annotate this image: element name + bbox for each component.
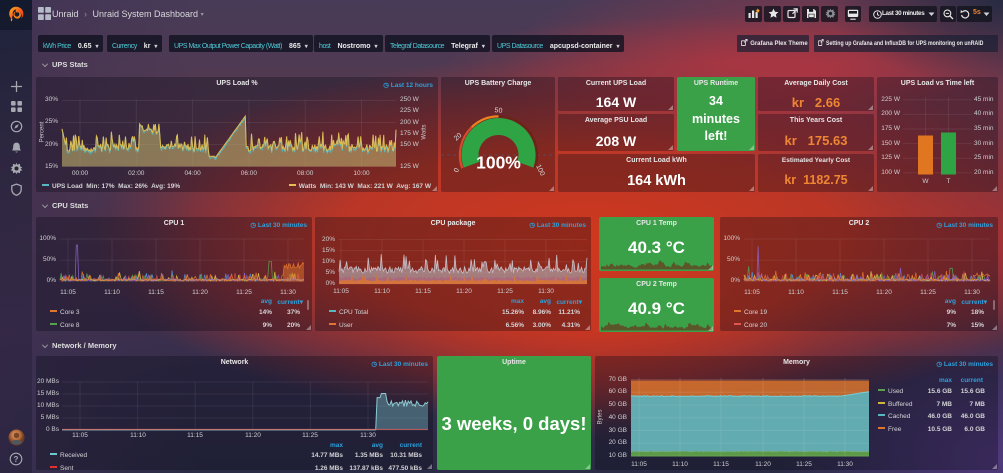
svg-text:?: ?: [14, 455, 19, 464]
svg-text:100%: 100%: [476, 153, 521, 173]
svg-text:0: 0: [453, 167, 461, 174]
svg-text:100: 100: [534, 164, 545, 178]
svg-text:50: 50: [494, 107, 502, 115]
svg-text:20: 20: [453, 132, 464, 142]
